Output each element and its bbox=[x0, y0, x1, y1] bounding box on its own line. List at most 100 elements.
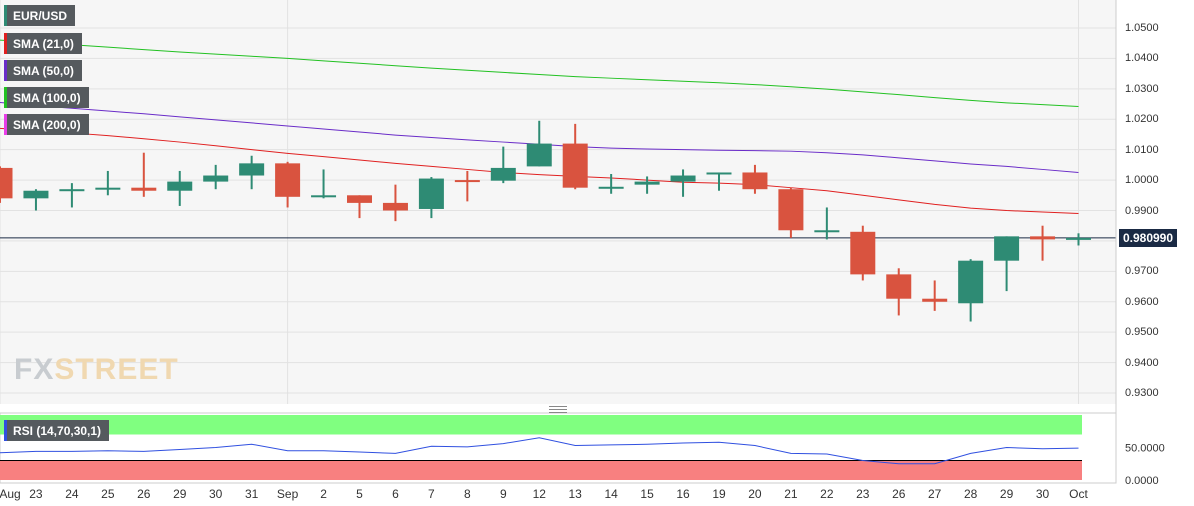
candle[interactable] bbox=[418, 177, 444, 219]
candle[interactable] bbox=[562, 123, 588, 190]
x-tick-label: 24 bbox=[65, 487, 79, 501]
symbol-label: EUR/USD bbox=[13, 8, 68, 23]
x-tick-label: 5 bbox=[356, 487, 363, 501]
x-tick-label: 30 bbox=[1035, 487, 1050, 501]
candle[interactable] bbox=[1030, 225, 1056, 261]
candle[interactable] bbox=[167, 170, 193, 206]
x-tick-label: Oct bbox=[1069, 487, 1088, 501]
candle-body bbox=[994, 236, 1020, 261]
rsi-swatch bbox=[4, 420, 7, 441]
y-tick-label: 0.9900 bbox=[1125, 204, 1159, 217]
x-tick-label: 29 bbox=[999, 487, 1014, 501]
candle-body bbox=[95, 187, 121, 190]
x-tick-label: Aug bbox=[0, 487, 21, 501]
x-tick-label: 2 bbox=[320, 487, 327, 501]
sma50-label: SMA (50,0) bbox=[13, 63, 74, 78]
rsi-overbought-band bbox=[0, 415, 1082, 435]
rsi-label: RSI (14,70,30,1) bbox=[13, 423, 102, 438]
candle[interactable] bbox=[922, 280, 948, 311]
symbol-tag[interactable]: EUR/USD bbox=[4, 5, 76, 26]
sma50-swatch bbox=[4, 60, 7, 81]
x-tick-label: 13 bbox=[568, 487, 582, 501]
last-price-tag: 0.980990 bbox=[1119, 229, 1177, 247]
candle[interactable] bbox=[778, 187, 804, 238]
candle[interactable] bbox=[275, 161, 301, 208]
logo-fx: FX bbox=[14, 353, 55, 386]
y-tick-label: 1.0100 bbox=[1125, 143, 1159, 156]
candle-body bbox=[634, 181, 660, 185]
rsi-line bbox=[0, 437, 1079, 465]
x-tick-label: 19 bbox=[712, 487, 726, 501]
x-tick-label: 16 bbox=[676, 487, 690, 501]
x-tick-label: 9 bbox=[499, 487, 507, 501]
panel-splitter-handle[interactable] bbox=[549, 406, 567, 413]
candle-body bbox=[670, 175, 696, 182]
x-tick-label: 21 bbox=[784, 487, 798, 501]
y-tick-label: 1.0300 bbox=[1125, 82, 1159, 95]
sma100-tag[interactable]: SMA (100,0) bbox=[4, 87, 89, 108]
sma50-tag[interactable]: SMA (50,0) bbox=[4, 60, 82, 81]
x-tick-label: 6 bbox=[392, 487, 399, 501]
y-tick-label: 0.9400 bbox=[1125, 356, 1159, 369]
rsi-tag[interactable]: RSI (14,70,30,1) bbox=[4, 420, 110, 441]
candle[interactable] bbox=[886, 268, 912, 316]
candle-body bbox=[1030, 236, 1056, 240]
candle[interactable] bbox=[634, 176, 660, 194]
candle[interactable] bbox=[526, 120, 552, 167]
candle[interactable] bbox=[994, 236, 1020, 292]
candle[interactable] bbox=[814, 207, 840, 240]
candle[interactable] bbox=[1066, 233, 1091, 246]
sma-series-line bbox=[0, 39, 1079, 107]
candle[interactable] bbox=[347, 195, 372, 219]
candle[interactable] bbox=[382, 184, 408, 222]
candle[interactable] bbox=[203, 164, 229, 190]
candle-body bbox=[1066, 237, 1091, 240]
candle-body bbox=[850, 231, 876, 275]
candle-body bbox=[311, 195, 337, 198]
rsi-tick-label: 50.0000 bbox=[1125, 443, 1165, 455]
candle[interactable] bbox=[0, 166, 13, 203]
candle[interactable] bbox=[598, 174, 624, 194]
y-tick-label: 0.9600 bbox=[1125, 295, 1159, 308]
candle[interactable] bbox=[850, 225, 876, 281]
candle-body bbox=[778, 189, 804, 231]
candle[interactable] bbox=[23, 189, 49, 211]
sma21-label: SMA (21,0) bbox=[13, 36, 74, 51]
candle[interactable] bbox=[958, 259, 984, 322]
candle[interactable] bbox=[59, 183, 85, 208]
candle-body bbox=[814, 230, 840, 233]
rsi-oversold-band bbox=[0, 460, 1082, 480]
candle[interactable] bbox=[742, 164, 768, 194]
candle[interactable] bbox=[95, 170, 121, 196]
candle[interactable] bbox=[670, 169, 696, 197]
candle-body bbox=[742, 172, 768, 190]
x-tick-label: 26 bbox=[137, 487, 151, 501]
x-tick-label: 15 bbox=[640, 487, 654, 501]
y-tick-label: 0.9300 bbox=[1125, 387, 1159, 399]
y-tick-label: 1.0500 bbox=[1125, 22, 1159, 34]
sma100-swatch bbox=[4, 87, 7, 108]
candle-body bbox=[382, 202, 408, 211]
fxstreet-logo: FXSTREET bbox=[14, 353, 179, 387]
x-tick-label: 7 bbox=[428, 487, 435, 501]
sma200-tag[interactable]: SMA (200,0) bbox=[4, 114, 89, 135]
candle-body bbox=[958, 260, 984, 304]
candle-body bbox=[239, 163, 265, 176]
sma200-label: SMA (200,0) bbox=[13, 117, 81, 132]
candle[interactable] bbox=[311, 169, 337, 199]
candle[interactable] bbox=[454, 170, 480, 202]
candle[interactable] bbox=[490, 146, 516, 184]
candle[interactable] bbox=[706, 172, 732, 191]
x-tick-label: 26 bbox=[892, 487, 906, 501]
x-tick-label: 27 bbox=[928, 487, 942, 501]
candle-body bbox=[886, 274, 912, 299]
rsi-ticks: 50.0000 0.0000 bbox=[1125, 443, 1165, 488]
candle[interactable] bbox=[239, 155, 265, 190]
x-tick-label: 30 bbox=[209, 487, 223, 501]
x-tick-label: 12 bbox=[532, 487, 546, 501]
candle-body bbox=[562, 143, 588, 188]
y-tick-label: 1.0000 bbox=[1125, 174, 1159, 187]
sma21-tag[interactable]: SMA (21,0) bbox=[4, 33, 82, 54]
candle[interactable] bbox=[131, 152, 157, 197]
